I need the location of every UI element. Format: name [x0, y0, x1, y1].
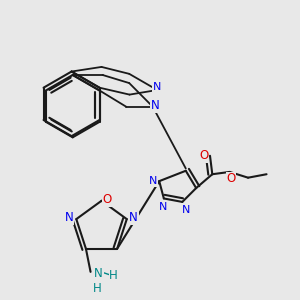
Text: N: N [129, 212, 138, 224]
Text: N: N [149, 176, 158, 186]
Text: O: O [226, 172, 236, 185]
Text: O: O [200, 149, 209, 162]
Text: N: N [94, 266, 103, 280]
Text: O: O [103, 193, 112, 206]
Text: N: N [65, 212, 74, 224]
Text: N: N [153, 82, 161, 92]
Text: H: H [109, 269, 118, 282]
Text: N: N [151, 99, 159, 112]
Text: N: N [158, 202, 167, 212]
Text: N: N [182, 205, 190, 215]
Text: H: H [93, 281, 102, 295]
